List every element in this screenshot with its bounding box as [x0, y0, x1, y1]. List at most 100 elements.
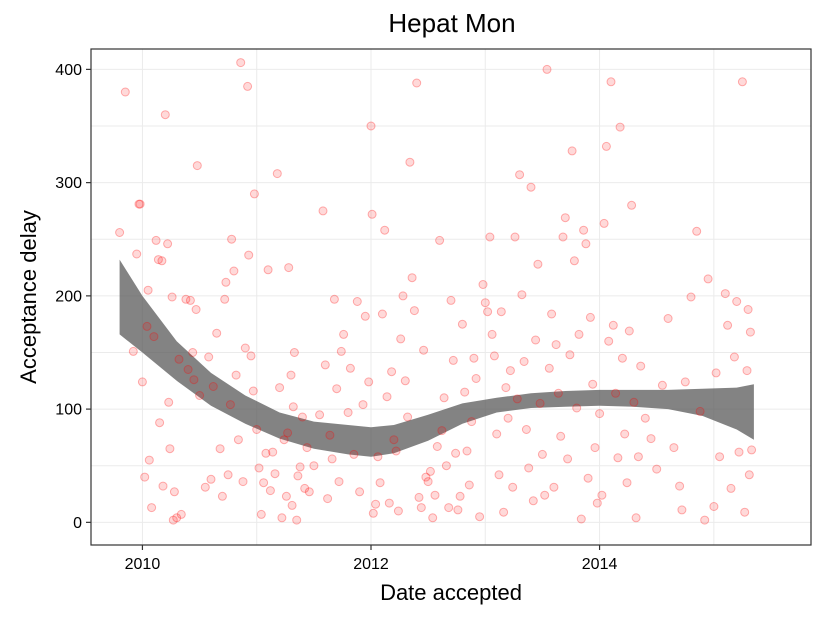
- data-point: [715, 452, 725, 462]
- data-point: [494, 470, 504, 480]
- data-point: [284, 263, 294, 273]
- data-point: [680, 377, 690, 387]
- data-point: [256, 509, 266, 519]
- data-point: [174, 354, 184, 364]
- data-point: [352, 297, 362, 306]
- data-point: [428, 513, 438, 523]
- data-point: [254, 463, 264, 473]
- x-axis-title: Date accepted: [380, 580, 522, 605]
- data-point: [325, 430, 335, 440]
- data-point: [720, 289, 730, 299]
- data-point: [521, 425, 531, 434]
- smooth-band-layer: [119, 259, 754, 457]
- data-point: [517, 290, 527, 300]
- data-point: [631, 513, 641, 523]
- data-point: [142, 321, 152, 331]
- data-point: [295, 462, 305, 472]
- data-point: [617, 353, 627, 363]
- data-point: [137, 377, 147, 387]
- data-point: [700, 515, 710, 525]
- data-point: [471, 374, 481, 383]
- data-point: [419, 345, 429, 355]
- data-point: [272, 169, 282, 179]
- data-point: [560, 213, 570, 223]
- data-point: [223, 470, 233, 480]
- data-point: [140, 472, 150, 482]
- data-point: [747, 445, 757, 455]
- data-point: [657, 380, 667, 390]
- data-point: [469, 353, 479, 363]
- data-point: [455, 491, 465, 501]
- data-point: [288, 402, 298, 412]
- data-point: [289, 348, 299, 357]
- data-point: [537, 449, 547, 459]
- data-point: [185, 295, 195, 305]
- data-point: [147, 503, 157, 513]
- data-point: [743, 305, 753, 314]
- data-point: [576, 514, 586, 524]
- data-point: [263, 265, 273, 275]
- data-point: [496, 307, 506, 317]
- data-point: [499, 507, 509, 517]
- data-point: [164, 397, 174, 407]
- data-point: [292, 515, 302, 525]
- data-point: [732, 297, 742, 306]
- data-point: [508, 482, 518, 492]
- data-point: [320, 360, 330, 370]
- data-point: [231, 370, 241, 380]
- data-point: [611, 388, 621, 398]
- data-point: [592, 498, 602, 508]
- data-point: [663, 314, 673, 323]
- data-point: [601, 141, 611, 151]
- data-point: [622, 478, 632, 488]
- data-point: [169, 487, 179, 497]
- data-point: [233, 435, 243, 445]
- data-point: [220, 294, 230, 304]
- data-point: [297, 412, 307, 422]
- data-point: [367, 209, 377, 219]
- data-point: [686, 292, 696, 302]
- data-point: [551, 340, 561, 350]
- data-point: [583, 473, 593, 483]
- data-point: [204, 352, 214, 362]
- data-point: [380, 225, 390, 235]
- data-point: [243, 81, 253, 91]
- data-point: [398, 291, 408, 301]
- data-point: [249, 189, 259, 199]
- data-point: [744, 470, 754, 480]
- y-tick-label: 0: [73, 515, 82, 532]
- data-point: [435, 235, 445, 245]
- data-point: [579, 225, 589, 235]
- data-point: [128, 346, 138, 356]
- data-point: [400, 376, 410, 386]
- data-point: [553, 388, 563, 398]
- data-point: [371, 499, 381, 509]
- data-point: [437, 426, 447, 436]
- data-point: [244, 250, 254, 260]
- data-point: [375, 478, 385, 488]
- data-point: [281, 491, 291, 501]
- data-point: [323, 494, 333, 504]
- data-point: [155, 418, 165, 428]
- data-point: [675, 481, 685, 491]
- data-point: [565, 350, 575, 360]
- data-point: [343, 408, 353, 417]
- data-point: [334, 477, 344, 487]
- axis-ticks: 0 100 200 300 400 2010 2012 2014: [55, 62, 617, 573]
- data-point: [240, 343, 250, 353]
- data-point: [391, 446, 401, 456]
- data-point: [563, 454, 573, 464]
- data-point: [259, 478, 269, 488]
- data-point: [208, 382, 218, 391]
- data-point: [460, 387, 470, 397]
- data-point: [446, 295, 456, 305]
- data-point: [261, 448, 271, 458]
- data-point: [636, 361, 646, 371]
- data-point: [677, 505, 687, 515]
- data-point: [188, 348, 198, 357]
- data-point: [151, 235, 161, 245]
- data-point: [168, 515, 178, 525]
- data-point: [510, 232, 520, 242]
- data-point: [439, 393, 449, 403]
- data-point: [524, 463, 534, 473]
